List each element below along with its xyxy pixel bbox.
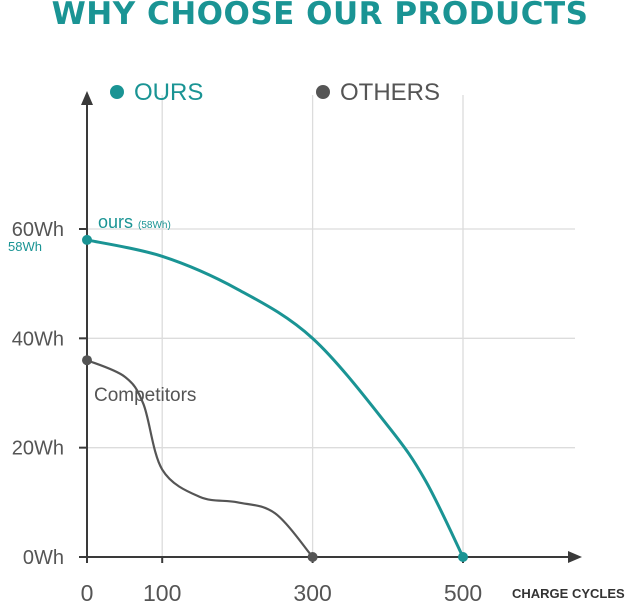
ours-start-value-label: 58Wh [8,239,42,254]
legend-marker [110,85,124,99]
x-axis-label: CHARGE CYCLES [512,586,625,601]
x-tick-label: 500 [444,580,482,605]
data-point-end [458,552,468,562]
y-tick-label: 60Wh [12,219,64,241]
legend-label: OTHERS [340,79,440,106]
series-line-others [85,359,314,559]
data-point-start [82,234,92,245]
y-tick-label: 20Wh [12,438,64,460]
data-point-start [82,355,92,366]
x-tick-label: 100 [143,580,181,605]
competitors-curve-label: Competitors [94,385,196,406]
x-axis-arrow [568,551,582,563]
legend-label: OURS [134,79,203,106]
y-axis-arrow [81,91,93,105]
y-tick-label: 0Wh [23,547,64,569]
chart-title: WHY CHOOSE OUR PRODUCTS [51,0,589,32]
ours-curve-value: (58Wh) [138,220,171,231]
ours-curve-label: ours (58Wh) [98,212,171,232]
series-line-ours [85,238,465,559]
y-tick-label: 40Wh [12,328,64,350]
ours-curve-name: ours [98,212,138,232]
x-tick-label: 0 [81,580,94,605]
data-point-end [307,552,318,562]
legend-marker [316,85,330,99]
x-tick-label: 300 [293,580,331,605]
